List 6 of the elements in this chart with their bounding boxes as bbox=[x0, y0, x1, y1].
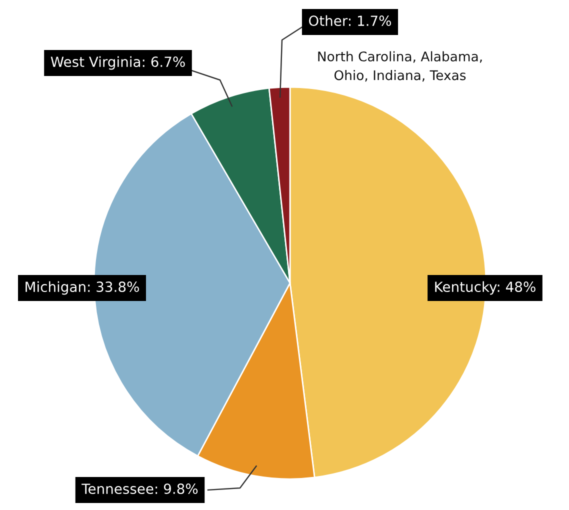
slice-label: Other: 1.7% bbox=[308, 15, 392, 26]
slice-label: Tennessee: 9.8% bbox=[82, 484, 198, 494]
slice-label: Michigan: 33.8% bbox=[26, 281, 139, 295]
slice-label: Kentucky: 48% bbox=[435, 281, 536, 295]
slice-label: West Virginia: 6.7% bbox=[50, 56, 185, 70]
text: North Carolina, Alabama, Ohio, Indiana, Texas bbox=[318, 51, 482, 82]
